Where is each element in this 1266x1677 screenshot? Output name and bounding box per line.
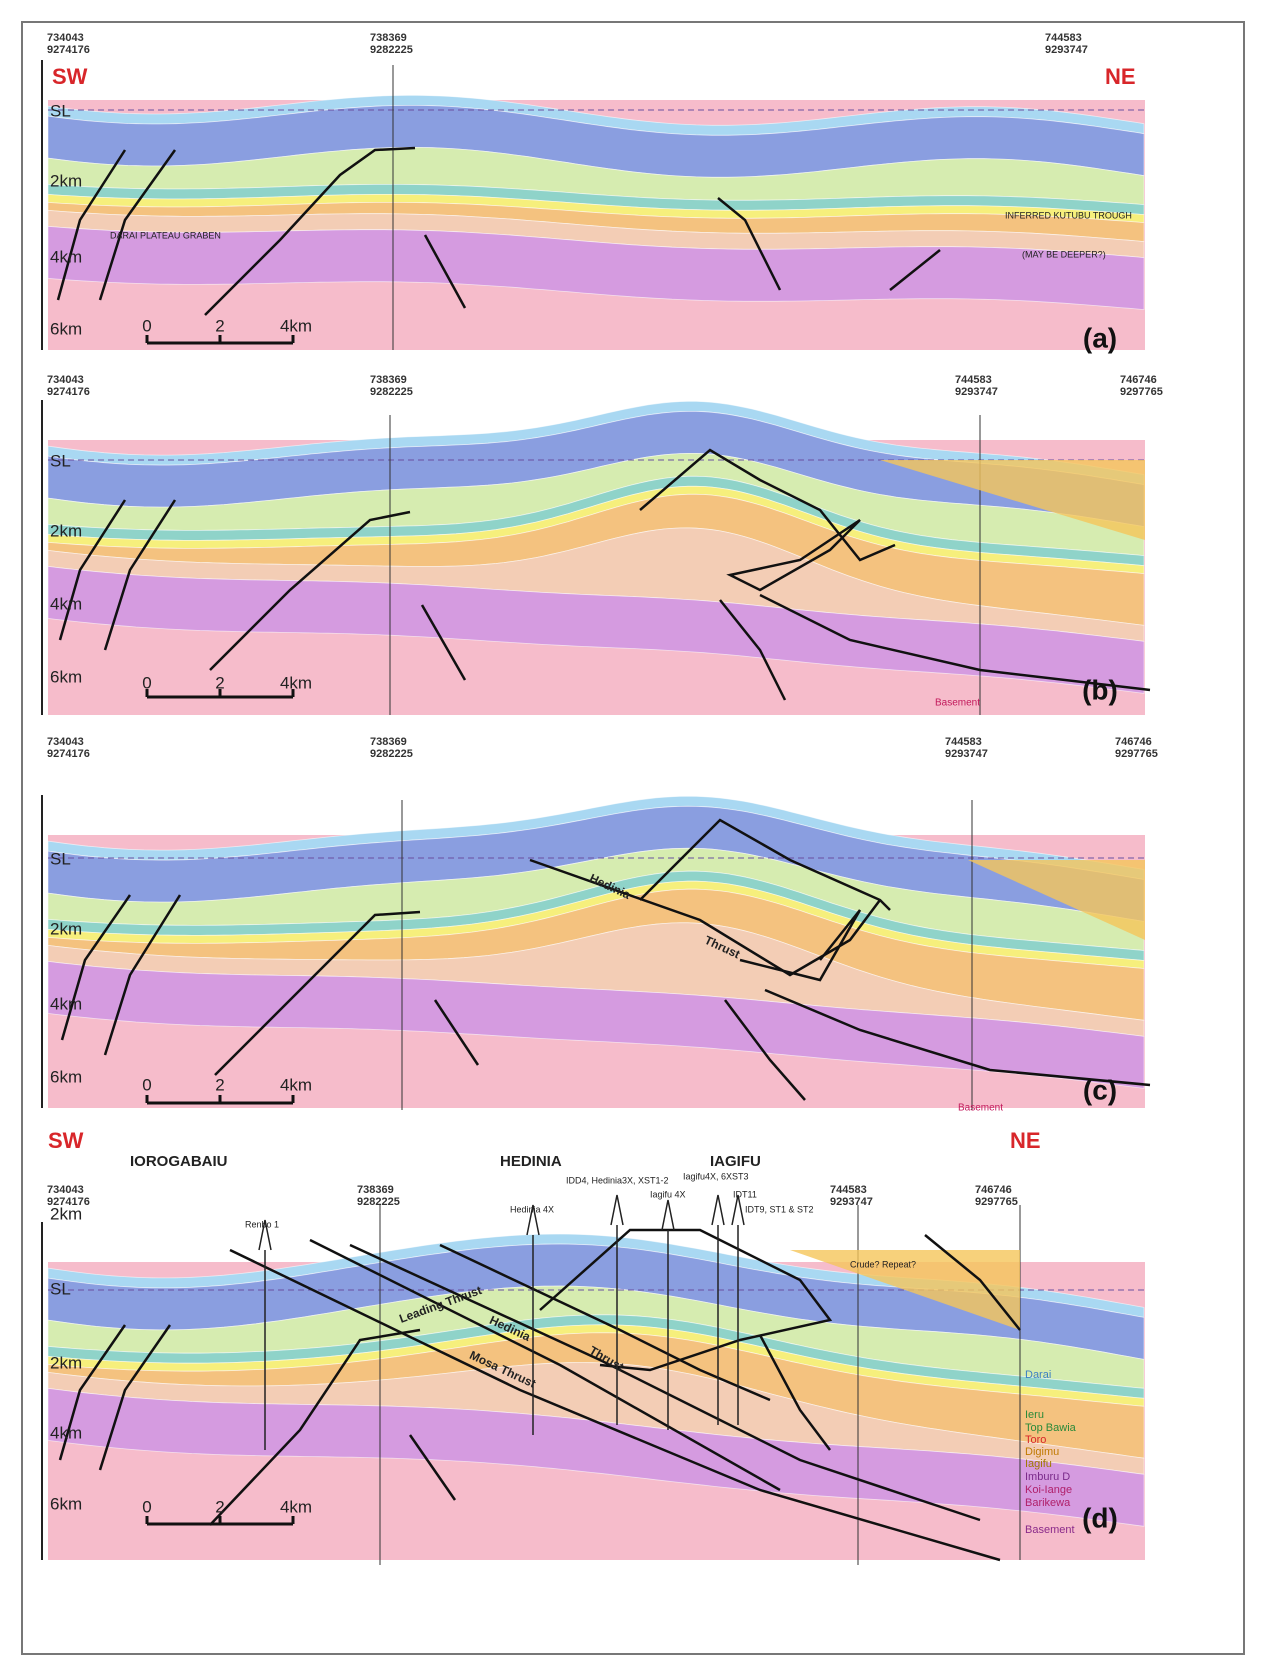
formation-label: Top Bawia bbox=[1025, 1422, 1077, 1434]
coord-easting: 734043 bbox=[47, 736, 84, 748]
coord-northing: 9282225 bbox=[370, 386, 413, 398]
panel-label: (c) bbox=[1083, 1074, 1117, 1105]
scale-label: 4km bbox=[280, 1075, 312, 1094]
coord-easting: 734043 bbox=[47, 374, 84, 386]
scale-label: 4km bbox=[280, 316, 312, 335]
coord-easting: 744583 bbox=[1045, 32, 1082, 44]
formation-label: Darai bbox=[1025, 1369, 1051, 1381]
depth-label: 6km bbox=[50, 1494, 82, 1513]
annotation: (MAY BE DEEPER?) bbox=[1022, 249, 1106, 259]
formation-label: Koi-Iange bbox=[1025, 1484, 1072, 1496]
figure: 7340439274176738369928222574458392937477… bbox=[0, 0, 1266, 1672]
direction: SW bbox=[52, 64, 88, 89]
scale-label: 4km bbox=[280, 1497, 312, 1516]
panel-label: (d) bbox=[1082, 1502, 1118, 1533]
coord-easting: 746746 bbox=[975, 1184, 1012, 1196]
scale-label: 0 bbox=[142, 1075, 151, 1094]
scale-label: 4km bbox=[280, 673, 312, 692]
coord-northing: 9293747 bbox=[830, 1196, 873, 1208]
depth-label: 6km bbox=[50, 667, 82, 686]
depth-label: 2km bbox=[50, 1204, 82, 1223]
depth-label: 4km bbox=[50, 1423, 82, 1442]
formation-label: Imburu D bbox=[1025, 1471, 1070, 1483]
coord-easting: 746746 bbox=[1120, 374, 1157, 386]
direction: NE bbox=[1010, 1128, 1041, 1153]
depth-label: 6km bbox=[50, 1067, 82, 1086]
coord-northing: 9297765 bbox=[1115, 748, 1158, 760]
formation-label: Ieru bbox=[1025, 1409, 1044, 1421]
coord-easting: 738369 bbox=[357, 1184, 394, 1196]
coord-northing: 9282225 bbox=[370, 44, 413, 56]
formation-label: Iagifu bbox=[1025, 1458, 1052, 1470]
coord-easting: 746746 bbox=[1115, 736, 1152, 748]
well-label: Iagifu 4X bbox=[650, 1189, 686, 1199]
scale-label: 0 bbox=[142, 316, 151, 335]
depth-label: SL bbox=[50, 849, 71, 868]
coord-easting: 734043 bbox=[47, 1184, 84, 1196]
coord-northing: 9274176 bbox=[47, 748, 90, 760]
depth-label: SL bbox=[50, 1279, 71, 1298]
coord-easting: 744583 bbox=[830, 1184, 867, 1196]
annotation: INFERRED KUTUBU TROUGH bbox=[1005, 210, 1132, 220]
formation-label: Basement bbox=[1025, 1524, 1075, 1536]
depth-label: 2km bbox=[50, 919, 82, 938]
formation-label: Barikewa bbox=[1025, 1497, 1071, 1509]
formation-label: Toro bbox=[1025, 1434, 1046, 1446]
depth-label: SL bbox=[50, 101, 71, 120]
coord-northing: 9282225 bbox=[370, 748, 413, 760]
well-label: Renbo 1 bbox=[245, 1219, 279, 1229]
depth-label: 4km bbox=[50, 247, 82, 266]
formation-label: Digimu bbox=[1025, 1446, 1059, 1458]
well-label: Iagifu4X, 6XST3 bbox=[683, 1171, 749, 1181]
field-name: HEDINIA bbox=[500, 1153, 562, 1170]
scale-label: 0 bbox=[142, 673, 151, 692]
scale-label: 2 bbox=[215, 673, 224, 692]
coord-easting: 738369 bbox=[370, 374, 407, 386]
annotation: Crude? Repeat? bbox=[850, 1259, 916, 1269]
depth-label: 2km bbox=[50, 521, 82, 540]
coord-northing: 9293747 bbox=[945, 748, 988, 760]
coord-northing: 9282225 bbox=[357, 1196, 400, 1208]
coord-easting: 738369 bbox=[370, 736, 407, 748]
coord-easting: 734043 bbox=[47, 32, 84, 44]
coord-easting: 744583 bbox=[945, 736, 982, 748]
scale-label: 2 bbox=[215, 316, 224, 335]
depth-label: 2km bbox=[50, 171, 82, 190]
annotation: DARAI PLATEAU GRABEN bbox=[110, 230, 221, 240]
well-label: IDT11 bbox=[733, 1189, 757, 1199]
coord-northing: 9297765 bbox=[975, 1196, 1018, 1208]
coord-northing: 9297765 bbox=[1120, 386, 1163, 398]
depth-label: 2km bbox=[50, 1353, 82, 1372]
annotation: Basement bbox=[958, 1103, 1003, 1114]
scale-label: 2 bbox=[215, 1075, 224, 1094]
depth-label: 4km bbox=[50, 994, 82, 1013]
coord-easting: 738369 bbox=[370, 32, 407, 44]
well-label: IDT9, ST1 & ST2 bbox=[745, 1204, 814, 1214]
panel-label: (a) bbox=[1083, 322, 1117, 353]
direction: SW bbox=[48, 1128, 84, 1153]
depth-label: SL bbox=[50, 451, 71, 470]
scale-label: 2 bbox=[215, 1497, 224, 1516]
depth-label: 4km bbox=[50, 594, 82, 613]
well-label: IDD4, Hedinia3X, XST1-2 bbox=[566, 1175, 669, 1185]
coord-easting: 744583 bbox=[955, 374, 992, 386]
coord-northing: 9293747 bbox=[955, 386, 998, 398]
coord-northing: 9274176 bbox=[47, 386, 90, 398]
field-name: IOROGABAIU bbox=[130, 1153, 228, 1170]
coord-northing: 9274176 bbox=[47, 44, 90, 56]
annotation: Basement bbox=[935, 698, 980, 709]
depth-label: 6km bbox=[50, 319, 82, 338]
panel-label: (b) bbox=[1082, 674, 1118, 705]
coord-northing: 9293747 bbox=[1045, 44, 1088, 56]
field-name: IAGIFU bbox=[710, 1153, 761, 1170]
scale-label: 0 bbox=[142, 1497, 151, 1516]
direction: NE bbox=[1105, 64, 1136, 89]
